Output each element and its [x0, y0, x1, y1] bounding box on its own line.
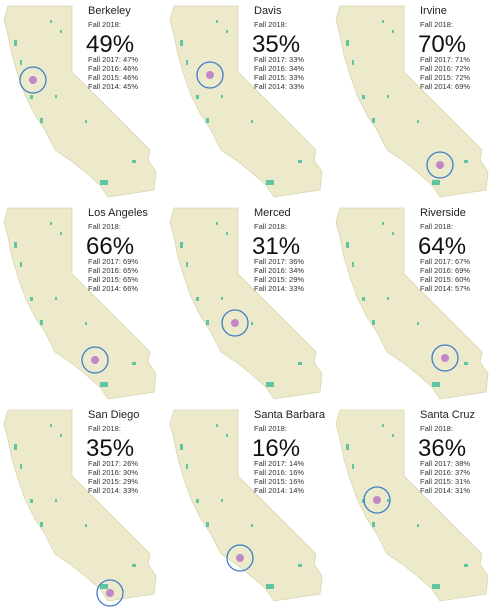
history-line: Fall 2016: 34% [254, 64, 304, 73]
campus-name: Santa Barbara [254, 409, 326, 421]
campus-name: Santa Cruz [420, 409, 475, 421]
history-line: Fall 2016: 16% [254, 468, 304, 477]
history-line: Fall 2017: 14% [254, 459, 304, 468]
campus-circle [196, 61, 224, 89]
current-value: 35% [86, 435, 134, 462]
current-value: 49% [86, 31, 134, 58]
map-panel: Santa Barbara Fall 2018: 16%Fall 2017: 14%… [169, 409, 326, 602]
campus-name: Berkeley [88, 5, 131, 17]
history-line: Fall 2017: 26% [88, 459, 138, 468]
history-line: Fall 2014: 33% [254, 82, 304, 91]
campus-highlight [206, 71, 214, 79]
campus-highlight [441, 354, 449, 362]
history-line: Fall 2015: 16% [254, 477, 304, 486]
current-value: 64% [418, 233, 466, 260]
campus-circle [226, 544, 254, 572]
history-line: Fall 2015: 60% [420, 275, 470, 284]
history-line: Fall 2014: 45% [88, 82, 138, 91]
history-line: Fall 2014: 66% [88, 284, 138, 293]
campus-highlight [373, 496, 381, 504]
campus-name: Merced [254, 207, 291, 219]
history-line: Fall 2015: 65% [88, 275, 138, 284]
current-value: 31% [252, 233, 300, 260]
history-line: Fall 2015: 72% [420, 73, 470, 82]
history-line: Fall 2017: 69% [88, 257, 138, 266]
history-line: Fall 2014: 14% [254, 486, 304, 495]
campus-circle [363, 486, 391, 514]
current-value: 16% [252, 435, 300, 462]
history-line: Fall 2016: 34% [254, 266, 304, 275]
history-line: Fall 2016: 72% [420, 64, 470, 73]
campus-highlight [436, 161, 444, 169]
campus-highlight [231, 319, 239, 327]
current-value: 66% [86, 233, 134, 260]
current-label: Fall 2018: [88, 222, 121, 231]
current-value: 36% [418, 435, 466, 462]
history-line: Fall 2015: 29% [88, 477, 138, 486]
history-line: Fall 2016: 37% [420, 468, 470, 477]
campus-circle [96, 579, 124, 607]
campus-highlight [236, 554, 244, 562]
history-line: Fall 2017: 67% [420, 257, 470, 266]
campus-circle [81, 346, 109, 374]
campus-name: Riverside [420, 207, 466, 219]
current-label: Fall 2018: [420, 20, 453, 29]
history-line: Fall 2015: 29% [254, 275, 304, 284]
history-line: Fall 2016: 30% [88, 468, 138, 477]
current-label: Fall 2018: [254, 424, 287, 433]
history-line: Fall 2014: 57% [420, 284, 470, 293]
current-label: Fall 2018: [88, 424, 121, 433]
campus-name: San Diego [88, 409, 139, 421]
history-line: Fall 2014: 69% [420, 82, 470, 91]
history-line: Fall 2017: 38% [420, 459, 470, 468]
history-line: Fall 2017: 47% [88, 55, 138, 64]
campus-circle [431, 344, 459, 372]
campus-circle [426, 151, 454, 179]
campus-name: Irvine [420, 5, 447, 17]
history-line: Fall 2014: 33% [88, 486, 138, 495]
current-value: 70% [418, 31, 466, 58]
history-line: Fall 2016: 46% [88, 64, 138, 73]
current-label: Fall 2018: [254, 20, 287, 29]
current-value: 35% [252, 31, 300, 58]
current-label: Fall 2018: [420, 424, 453, 433]
campus-name: Davis [254, 5, 282, 17]
history-line: Fall 2014: 33% [254, 284, 304, 293]
history-line: Fall 2017: 36% [254, 257, 304, 266]
history-line: Fall 2015: 46% [88, 73, 138, 82]
history-line: Fall 2017: 33% [254, 55, 304, 64]
current-label: Fall 2018: [254, 222, 287, 231]
campus-circle [19, 66, 47, 94]
campus-highlight [106, 589, 114, 597]
campus-highlight [91, 356, 99, 364]
current-label: Fall 2018: [420, 222, 453, 231]
history-line: Fall 2015: 33% [254, 73, 304, 82]
campus-circle [221, 309, 249, 337]
campus-name: Los Angeles [88, 207, 148, 219]
history-line: Fall 2016: 65% [88, 266, 138, 275]
history-line: Fall 2016: 69% [420, 266, 470, 275]
history-line: Fall 2014: 31% [420, 486, 470, 495]
current-label: Fall 2018: [88, 20, 121, 29]
history-line: Fall 2015: 31% [420, 477, 470, 486]
campus-highlight [29, 76, 37, 84]
history-line: Fall 2017: 71% [420, 55, 470, 64]
